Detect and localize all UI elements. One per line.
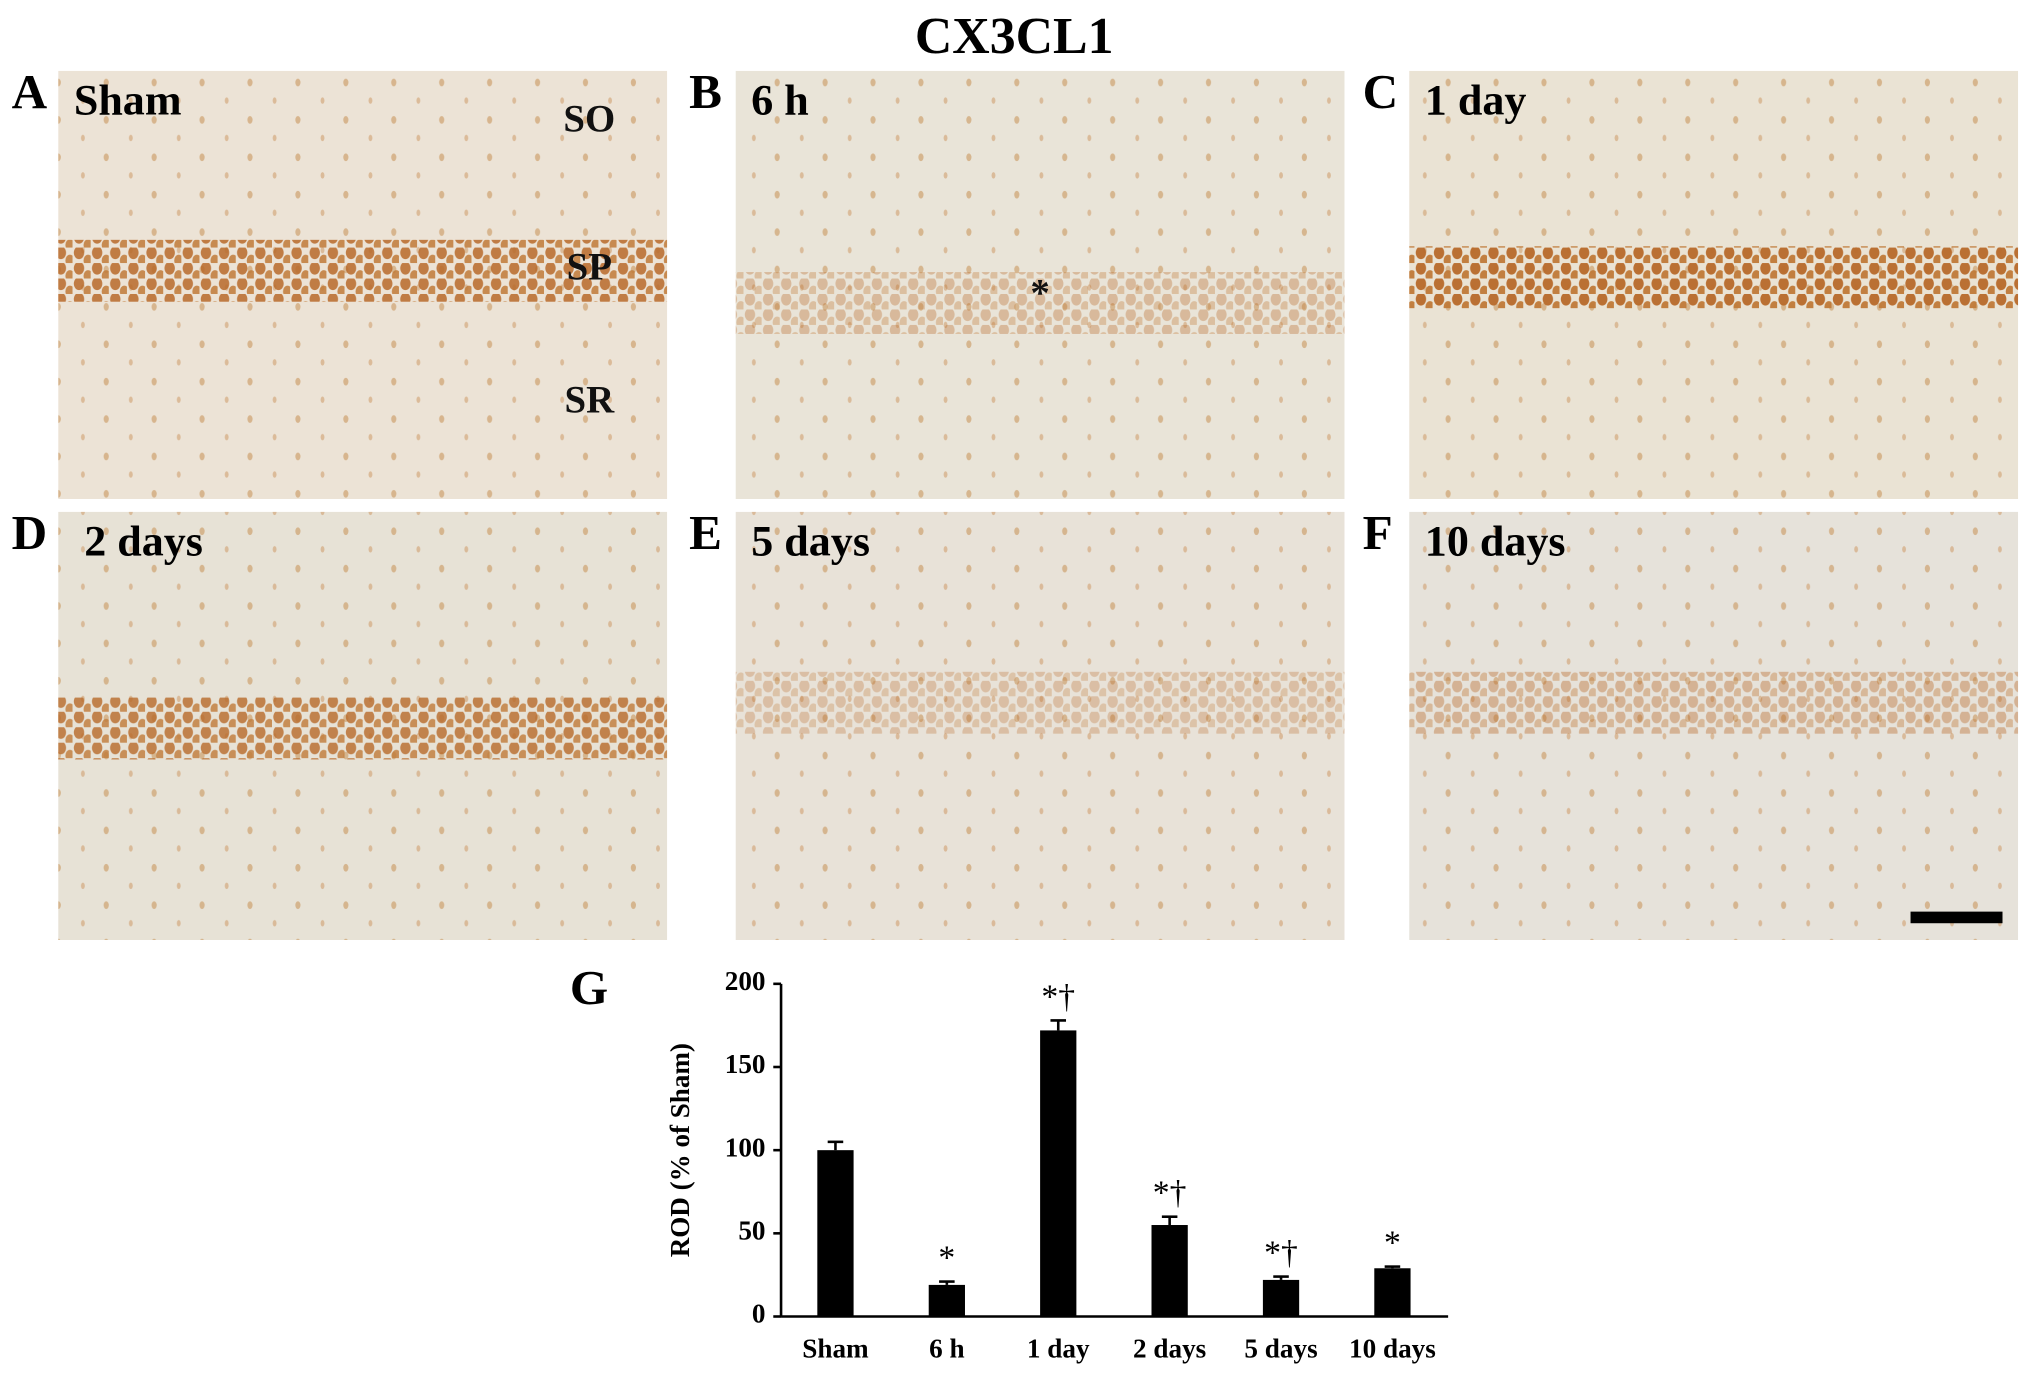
panel-letter: B bbox=[689, 64, 722, 119]
y-tick-label: 150 bbox=[725, 1049, 766, 1079]
panel-letter: F bbox=[1363, 505, 1393, 560]
panel-letter: A bbox=[12, 64, 48, 119]
panel-letter: C bbox=[1363, 64, 1399, 119]
panel-label: 5 days bbox=[751, 517, 870, 566]
asterisk-marker: * bbox=[1030, 272, 1049, 315]
x-tick-label: Sham bbox=[802, 1334, 869, 1364]
figure-title: CX3CL1 bbox=[915, 8, 1114, 65]
significance-label: * bbox=[1384, 1225, 1401, 1262]
significance-label: *† bbox=[1041, 979, 1075, 1016]
bar bbox=[1374, 1268, 1411, 1317]
x-tick-label: 6 h bbox=[929, 1334, 965, 1364]
cell-layer bbox=[58, 697, 668, 760]
y-tick-label: 50 bbox=[738, 1216, 765, 1246]
panel-label: 6 h bbox=[751, 76, 809, 125]
cell-layer bbox=[1409, 246, 2019, 309]
region-label: SP bbox=[567, 246, 612, 289]
significance-label: *† bbox=[1153, 1175, 1187, 1212]
x-tick-label: 5 days bbox=[1244, 1334, 1317, 1364]
panel-label: 2 days bbox=[84, 517, 203, 566]
significance-label: *† bbox=[1264, 1235, 1298, 1272]
region-label: SR bbox=[565, 379, 616, 422]
bar bbox=[1040, 1030, 1077, 1317]
panel-label: 1 day bbox=[1425, 76, 1527, 125]
bar bbox=[928, 1284, 965, 1317]
bar bbox=[1151, 1225, 1188, 1317]
significance-label: * bbox=[938, 1240, 955, 1277]
bar bbox=[817, 1150, 854, 1317]
x-tick-label: 1 day bbox=[1027, 1334, 1090, 1364]
cell-layer bbox=[58, 239, 668, 302]
panel-label: Sham bbox=[74, 76, 182, 125]
panel-label: 10 days bbox=[1425, 517, 1566, 566]
cell-layer bbox=[735, 272, 1345, 334]
region-label: SO bbox=[563, 97, 615, 140]
y-axis-label: ROD (% of Sham) bbox=[665, 1043, 695, 1257]
y-tick-label: 100 bbox=[725, 1132, 766, 1162]
x-tick-label: 2 days bbox=[1133, 1334, 1206, 1364]
panel-letter: D bbox=[12, 505, 48, 560]
y-tick-label: 0 bbox=[752, 1299, 766, 1329]
panel-letter: G bbox=[570, 960, 608, 1015]
scale-bar bbox=[1910, 911, 2003, 924]
y-tick-label: 200 bbox=[725, 966, 766, 996]
cell-layer bbox=[1409, 671, 2019, 734]
panel-letter: E bbox=[689, 505, 722, 560]
bar bbox=[1262, 1279, 1300, 1317]
x-tick-label: 10 days bbox=[1349, 1334, 1436, 1364]
cell-layer bbox=[735, 671, 1345, 734]
